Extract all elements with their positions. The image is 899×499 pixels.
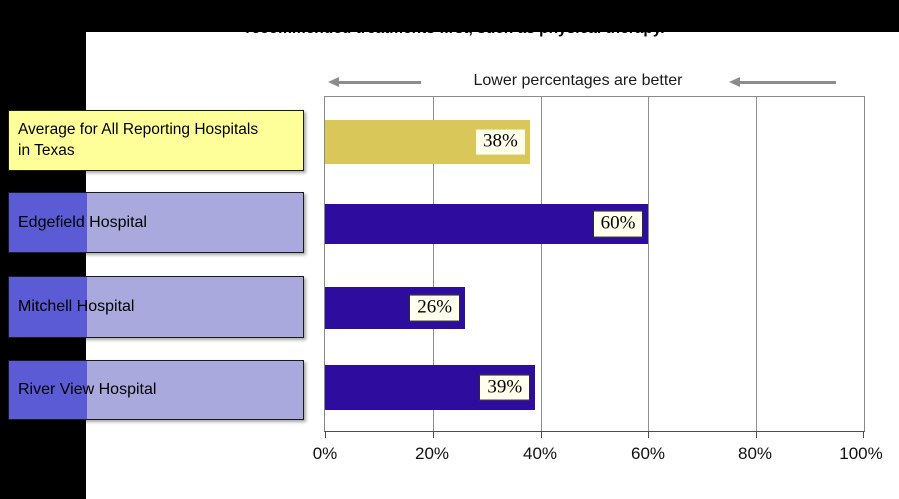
category-label-average-text: Average for All Reporting Hospitals in T… — [18, 121, 259, 159]
value-label-edgefield: 60% — [592, 210, 644, 238]
category-label-riverview-text: River View Hospital — [18, 381, 157, 398]
tick-20 — [432, 431, 434, 438]
gridline-80 — [756, 97, 758, 431]
category-label-edgefield-text: Edgefield Hospital — [18, 213, 147, 231]
x-axis-label-100: 100% — [839, 444, 883, 463]
bar-average: 38% — [325, 120, 530, 164]
right-arrow-icon — [729, 77, 836, 87]
category-label-mitchell-text: Mitchell Hospital — [18, 298, 135, 315]
x-axis-label-0: 0% — [312, 444, 338, 463]
category-label-average: Average for All Reporting Hospitals in T… — [8, 110, 304, 171]
gridline-60 — [648, 97, 650, 431]
value-label-riverview: 39% — [479, 374, 531, 401]
top-black-bar — [0, 0, 899, 32]
annotation-label: Lower percentages are better — [473, 72, 683, 89]
category-label-edgefield: Edgefield Hospital — [8, 192, 304, 253]
plot-area: 38% 60% 26% 39% — [324, 96, 865, 438]
tick-80 — [756, 431, 758, 438]
bar-mitchell: 26% — [325, 287, 466, 329]
category-label-riverview: River View Hospital — [8, 360, 304, 420]
value-label-average: 38% — [475, 129, 525, 155]
category-label-mitchell: Mitchell Hospital — [8, 276, 304, 338]
x-axis-label-20: 20% — [414, 444, 450, 463]
x-axis-label-60: 60% — [630, 444, 666, 463]
value-label-mitchell: 26% — [409, 294, 461, 322]
tick-0 — [325, 431, 326, 438]
bar-riverview: 39% — [325, 365, 536, 410]
tick-40 — [540, 431, 542, 438]
gridline-40 — [540, 97, 542, 431]
x-axis-label-80: 80% — [737, 444, 773, 463]
bar-edgefield: 60% — [325, 204, 649, 244]
tick-60 — [648, 431, 650, 438]
gridline-20 — [432, 97, 434, 431]
left-arrow-icon — [328, 77, 421, 87]
x-axis-label-40: 40% — [522, 444, 558, 463]
tick-100 — [863, 431, 864, 438]
